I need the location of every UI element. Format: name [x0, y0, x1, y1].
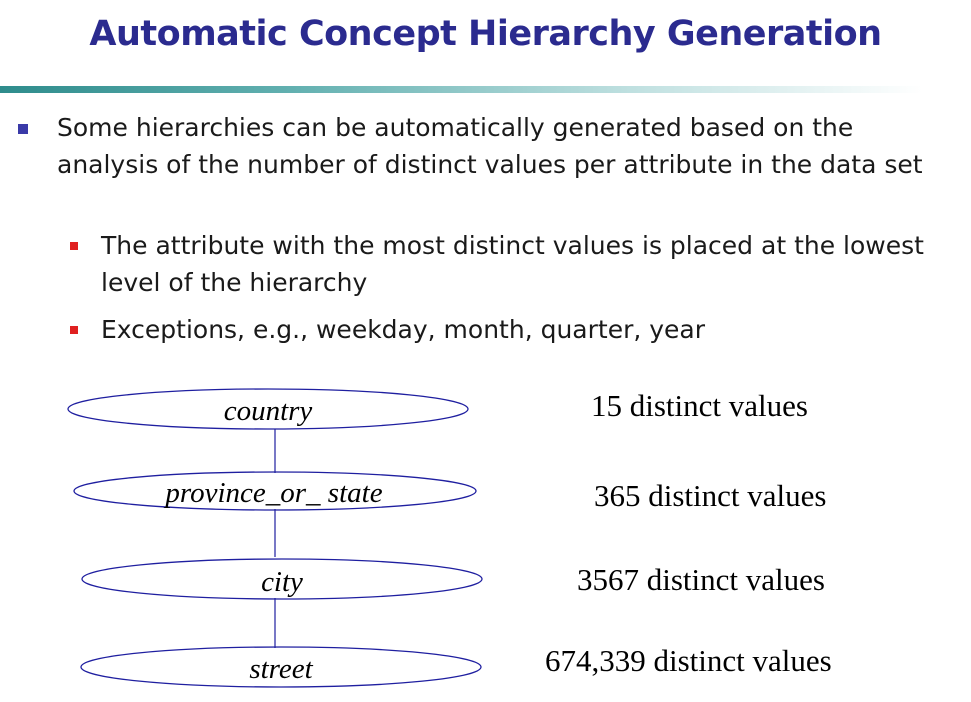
hierarchy-node-city: city	[81, 558, 483, 600]
node-label-province-or-state: province_or_ state	[163, 477, 382, 509]
hierarchy-node-street: street	[80, 646, 482, 688]
distinct-count-province: 365 distinct values	[594, 478, 827, 513]
distinct-count-city: 3567 distinct values	[577, 562, 825, 597]
distinct-count-street: 674,339 distinct values	[545, 643, 832, 678]
node-ellipse	[81, 558, 483, 600]
node-ellipse	[80, 646, 482, 688]
node-label-street: street	[249, 653, 313, 685]
hierarchy-node-country: country	[67, 388, 469, 430]
sub-bullet-exceptions: Exceptions, e.g., weekday, month, quarte…	[101, 315, 706, 344]
distinct-count-country: 15 distinct values	[591, 388, 808, 423]
node-label-country: country	[224, 395, 313, 427]
slide-title: Automatic Concept Hierarchy Generation	[89, 14, 882, 54]
bullet-square-icon	[18, 124, 28, 134]
title-divider	[0, 86, 971, 93]
node-ellipse	[73, 471, 477, 511]
hierarchy-node-province: province_or_ state	[73, 471, 477, 511]
node-label-city: city	[261, 566, 303, 598]
sub-bullet-square-icon	[70, 242, 78, 250]
sub-bullet-most-distinct: The attribute with the most distinct val…	[101, 231, 924, 297]
sub-bullet-square-icon	[70, 326, 78, 334]
bullet-main: Some hierarchies can be automatically ge…	[57, 113, 923, 179]
node-ellipse	[67, 388, 469, 430]
